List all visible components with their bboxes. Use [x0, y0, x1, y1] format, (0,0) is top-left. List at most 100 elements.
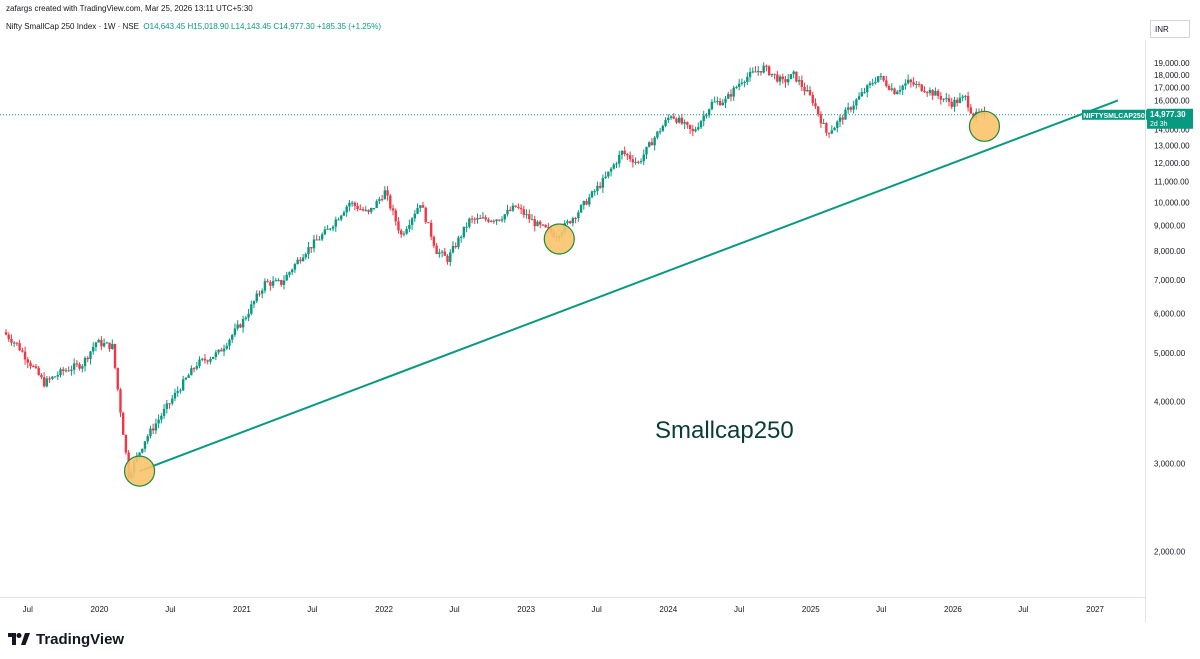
- candle-body: [214, 352, 218, 357]
- candle-body: [538, 221, 542, 225]
- candle-body: [78, 364, 81, 369]
- candle-body: [631, 159, 635, 163]
- candle-body: [217, 349, 220, 353]
- candle-body: [939, 95, 943, 100]
- candle-body: [737, 83, 741, 87]
- candle-body: [40, 374, 43, 378]
- candle-body: [468, 218, 471, 227]
- candle-body: [231, 335, 234, 340]
- candle-body: [454, 245, 457, 248]
- candle-body: [51, 376, 54, 379]
- candle-body: [113, 343, 117, 368]
- candle-body: [882, 76, 885, 81]
- candle-body: [773, 73, 776, 75]
- candle-body: [806, 89, 809, 92]
- candle-body: [827, 132, 831, 134]
- candle-body: [920, 84, 923, 91]
- candle-body: [912, 82, 915, 85]
- candle-body: [45, 378, 49, 387]
- candle-body: [299, 259, 302, 262]
- candle-body: [672, 116, 675, 119]
- candle-body: [399, 230, 403, 235]
- candle-body: [697, 127, 700, 130]
- candle-body: [274, 280, 278, 282]
- candle-body: [94, 342, 98, 347]
- candle-body: [211, 356, 215, 359]
- symbol-name[interactable]: Nifty SmallCap 250 Index · 1W · NSE: [6, 22, 139, 31]
- candle-body: [868, 83, 872, 86]
- x-tick-label: 2020: [91, 605, 109, 614]
- trendline[interactable]: [139, 99, 1119, 473]
- candle-body: [525, 214, 528, 216]
- candle-body: [517, 206, 520, 209]
- candle-body: [579, 205, 583, 213]
- candle-body: [361, 209, 365, 211]
- candle-body: [198, 359, 201, 367]
- candle-body: [866, 85, 869, 93]
- candle-body: [677, 117, 681, 123]
- candle-body: [926, 92, 929, 94]
- candle-body: [12, 342, 16, 344]
- candle-body: [876, 76, 880, 82]
- candle-body: [7, 334, 10, 340]
- candle-body: [141, 448, 144, 453]
- candle-body: [285, 274, 288, 281]
- y-tick-label: 6,000.00: [1154, 309, 1186, 318]
- candle-body: [966, 95, 970, 108]
- candle-body: [852, 105, 855, 110]
- candle-body: [653, 137, 656, 146]
- candle-body: [874, 81, 877, 84]
- candle-body: [301, 257, 305, 262]
- trendline-touch-marker[interactable]: [123, 455, 156, 487]
- y-tick-label: 11,000.00: [1154, 178, 1190, 187]
- trendline-touch-marker[interactable]: [543, 223, 575, 255]
- candle-body: [645, 146, 648, 155]
- candle-body: [841, 117, 844, 120]
- candle-body: [953, 99, 956, 107]
- candle-body: [844, 109, 847, 120]
- candle-body: [116, 367, 119, 390]
- currency-selector[interactable]: INR: [1150, 20, 1190, 38]
- symbol-price-tag-label: NIFTYSMLCAP250: [1083, 113, 1145, 120]
- candle-body: [32, 366, 35, 368]
- candle-body: [500, 219, 504, 221]
- candle-body: [353, 202, 357, 206]
- candle-body: [887, 86, 891, 90]
- candle-body: [803, 86, 806, 92]
- candle-body: [642, 154, 645, 162]
- trendline-touch-marker[interactable]: [968, 110, 1001, 142]
- chart-annotation[interactable]: Smallcap250: [655, 417, 794, 444]
- candle-body: [34, 366, 38, 368]
- candle-body: [955, 99, 959, 103]
- tradingview-logo[interactable]: TradingView: [8, 630, 124, 648]
- candle-body: [487, 219, 490, 222]
- candle-body: [263, 281, 267, 291]
- candle-body: [282, 280, 286, 285]
- candle-body: [503, 214, 506, 220]
- candle-body: [356, 205, 359, 210]
- candle-body: [154, 423, 158, 431]
- candle-body: [81, 366, 84, 369]
- x-tick-label: 2024: [659, 605, 677, 614]
- candle-body: [958, 97, 962, 103]
- candle-body: [705, 115, 708, 117]
- candle-body: [896, 91, 899, 95]
- candle-body: [26, 359, 30, 363]
- candle-body: [819, 114, 823, 124]
- candle-body: [901, 85, 904, 90]
- candle-body: [765, 65, 768, 67]
- candle-body: [97, 339, 100, 343]
- candle-body: [83, 357, 87, 367]
- candle-body: [440, 251, 444, 253]
- candle-body: [89, 351, 92, 360]
- candle-body: [108, 342, 111, 349]
- candle-body: [252, 301, 256, 305]
- candle-body: [830, 130, 834, 134]
- symbol-info-bar[interactable]: Nifty SmallCap 250 Index · 1W · NSE O14,…: [6, 22, 381, 31]
- candle-body: [800, 80, 804, 87]
- candle-body: [885, 80, 888, 87]
- candle-body: [797, 80, 801, 82]
- candle-body: [370, 208, 373, 212]
- y-tick-label: 12,000.00: [1154, 159, 1190, 168]
